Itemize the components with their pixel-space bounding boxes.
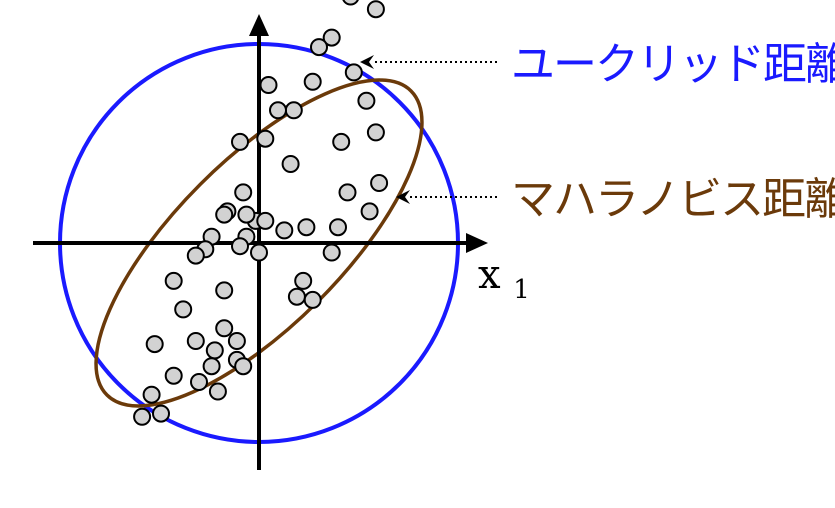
data-point [338,183,357,202]
data-point [332,132,351,151]
data-point [284,101,303,120]
data-point [133,407,152,426]
data-point [234,183,253,202]
mahalanobis-pointer-arrowhead-icon [396,190,410,204]
data-point [186,332,205,350]
data-point [342,0,359,6]
data-point [310,38,328,57]
data-point [344,63,363,82]
data-point [256,129,275,148]
data-point [357,91,376,110]
data-point [231,237,249,256]
data-point [366,123,385,142]
data-point [164,366,183,385]
data-point [208,382,227,401]
data-point [294,271,313,290]
x-axis-label-base: x [478,252,501,298]
data-point [297,218,316,237]
data-point [250,243,268,262]
data-point [237,205,256,224]
data-point [275,221,294,240]
x-axis-label: x 1 [478,252,530,305]
mahalanobis-label: マハラノビス距離 [511,174,835,225]
data-point [227,332,246,350]
data-point [174,300,193,319]
data-point [329,218,347,237]
data-point [303,72,322,91]
data-points [133,0,389,426]
data-point [269,101,287,120]
y-axis-arrowhead-icon [249,14,269,36]
data-point [259,76,278,94]
data-point [234,357,253,376]
data-point [303,290,322,309]
data-point [186,246,205,265]
data-point [142,385,161,404]
data-point [370,174,389,192]
data-point [202,357,221,376]
x-axis-arrowhead-icon [466,233,488,253]
data-point [190,373,208,391]
data-point [287,287,306,306]
data-point [360,202,379,221]
data-point [366,0,385,19]
data-point [215,281,234,300]
data-point [145,335,164,354]
data-point [215,319,234,338]
data-point [281,155,300,173]
data-point [256,211,275,230]
data-point [215,205,234,224]
data-point [164,271,183,290]
x-axis-label-subscript: 1 [513,275,530,305]
data-point [231,132,249,151]
data-point [152,404,170,423]
data-point [322,28,341,47]
data-point [322,243,341,262]
euclidean-label: ユークリッド距離 [511,39,835,90]
euclidean-pointer-arrowhead-icon [360,55,374,69]
data-point [205,341,224,360]
